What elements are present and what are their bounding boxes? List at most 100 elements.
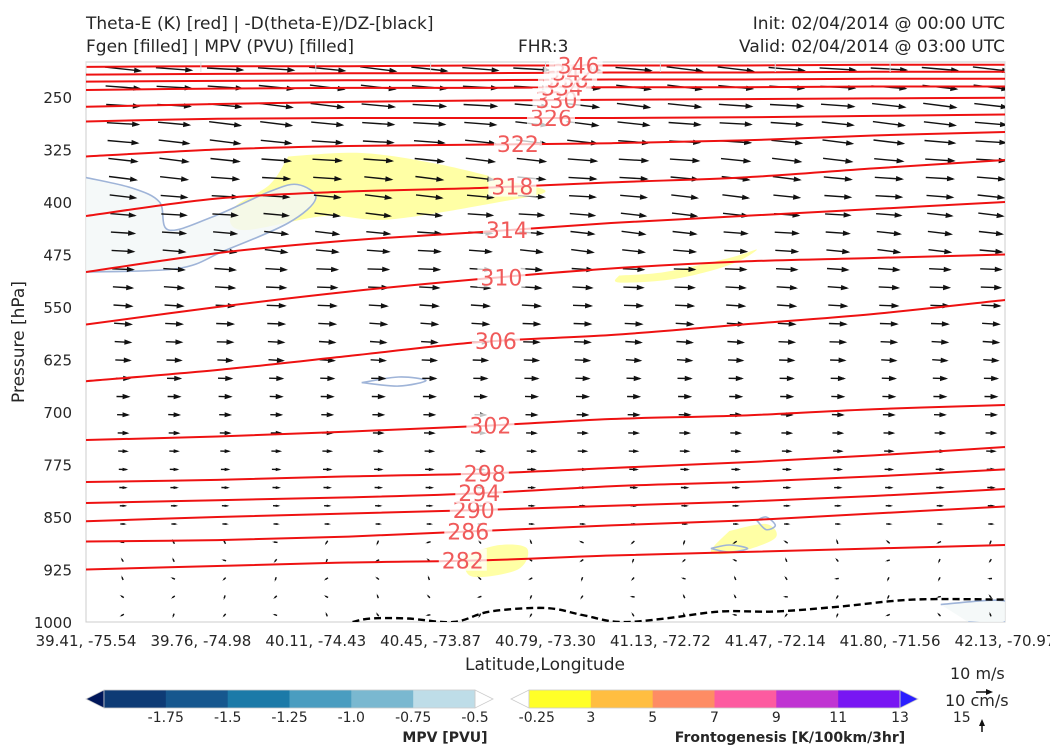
wind-vector: [266, 303, 287, 309]
wind-vector: [731, 467, 741, 472]
wind-vector: [323, 486, 332, 490]
wind-vector: [727, 339, 745, 345]
wind-vector: [325, 611, 328, 617]
wind-vector: [980, 284, 1003, 291]
wind-vector: [887, 595, 890, 600]
y-axis-label: Pressure [hPa]: [9, 281, 29, 403]
wind-vector: [263, 212, 290, 218]
wind-vector: [732, 540, 738, 545]
wind-vector: [170, 595, 176, 599]
wind-vector: [631, 612, 635, 617]
wind-key-horizontal-head: [986, 689, 993, 695]
wind-vector: [165, 339, 184, 345]
wind-vector: [166, 375, 183, 382]
wind-vector: [369, 339, 388, 345]
wind-vector: [784, 523, 791, 525]
wind-vector: [886, 523, 893, 525]
x-tick-label: 40.79, -73.30: [495, 632, 596, 650]
wind-vector: [782, 596, 788, 598]
wind-vector: [621, 230, 647, 237]
wind-vector: [775, 266, 799, 273]
wind-vector: [264, 248, 289, 255]
wind-vector: [720, 157, 752, 164]
wind-vector: [220, 467, 231, 472]
wind-vector: [170, 504, 179, 507]
wind-vector: [882, 393, 897, 400]
wind-vector: [119, 486, 128, 490]
wind-vector: [372, 412, 386, 418]
y-tick-label: 850: [43, 509, 72, 527]
wind-vector: [733, 593, 737, 599]
wind-vector: [265, 284, 288, 291]
wind-vector: [835, 557, 839, 563]
wind-vector: [769, 103, 805, 109]
wind-vector: [623, 284, 645, 291]
wind-vector: [578, 540, 584, 544]
x-tick-label: 42.13, -70.97: [955, 632, 1050, 650]
wind-vector: [980, 266, 1003, 272]
wind-vector: [782, 467, 793, 472]
wind-vector: [879, 321, 899, 327]
wind-vector: [415, 194, 444, 200]
wind-vector: [776, 285, 798, 291]
wind-vector: [364, 194, 393, 200]
wind-vector: [785, 557, 788, 563]
wind-vector: [520, 248, 544, 255]
wind-vector: [872, 102, 907, 110]
fgen-colorbar-tick: 15: [953, 710, 971, 726]
wind-vector: [680, 467, 690, 472]
theta-e-contour-306: [86, 299, 1005, 383]
wind-vector: [163, 266, 186, 273]
fgen-region-0: [229, 152, 546, 231]
wind-vector: [265, 266, 288, 273]
wind-vector: [974, 121, 1005, 128]
wind-vector: [722, 194, 751, 200]
fgen-colorbar-frame: [528, 689, 901, 709]
wind-vector: [671, 212, 699, 219]
x-axis-label: Latitude,Longitude: [465, 655, 625, 675]
wind-vector: [577, 449, 589, 454]
wind-vector: [323, 577, 329, 581]
fgen-colorbar-segment: [838, 690, 901, 708]
wind-vector: [415, 175, 445, 182]
wind-vector: [832, 430, 845, 436]
wind-vector: [681, 504, 689, 507]
mpv-colorbar-tick: -1.5: [214, 710, 241, 726]
theta-e-label-306: 306: [475, 330, 517, 355]
wind-vector: [983, 375, 1000, 382]
wind-vector: [318, 339, 337, 345]
wind-vector: [672, 230, 698, 237]
wind-vector: [527, 486, 537, 490]
wind-vector: [984, 393, 999, 400]
wind-vector: [426, 523, 434, 525]
fgen-colorbar-tick: 7: [710, 710, 719, 726]
wind-vector: [419, 303, 440, 309]
wind-key-vertical-head: [979, 719, 985, 726]
wind-vector: [730, 449, 742, 454]
wind-vector: [874, 158, 905, 164]
plot-area: 2822862902942983023063103143183223263303…: [85, 53, 1006, 623]
wind-vector: [270, 412, 284, 418]
wind-vector: [577, 430, 589, 436]
wind-vector: [172, 557, 175, 563]
wind-vector: [160, 194, 189, 200]
wind-vector: [982, 339, 1001, 345]
wind-vector: [113, 303, 134, 309]
wind-vector: [523, 357, 541, 363]
wind-vector: [169, 467, 180, 472]
wind-vector: [369, 321, 389, 327]
wind-vector: [923, 102, 958, 110]
wind-vector: [673, 248, 698, 255]
wind-vector: [925, 157, 956, 164]
theta-e-contour-310: [86, 253, 1005, 326]
wind-vector: [732, 504, 740, 507]
wind-vector: [272, 486, 281, 490]
wind-vector: [376, 540, 380, 546]
wind-vector: [421, 339, 439, 345]
wind-vector: [117, 412, 130, 418]
wind-vector: [273, 523, 280, 525]
wind-vector: [518, 212, 546, 218]
wind-vector: [221, 486, 230, 490]
y-tick-label: 400: [43, 194, 72, 212]
theta-e-contour-282: [86, 544, 1005, 571]
